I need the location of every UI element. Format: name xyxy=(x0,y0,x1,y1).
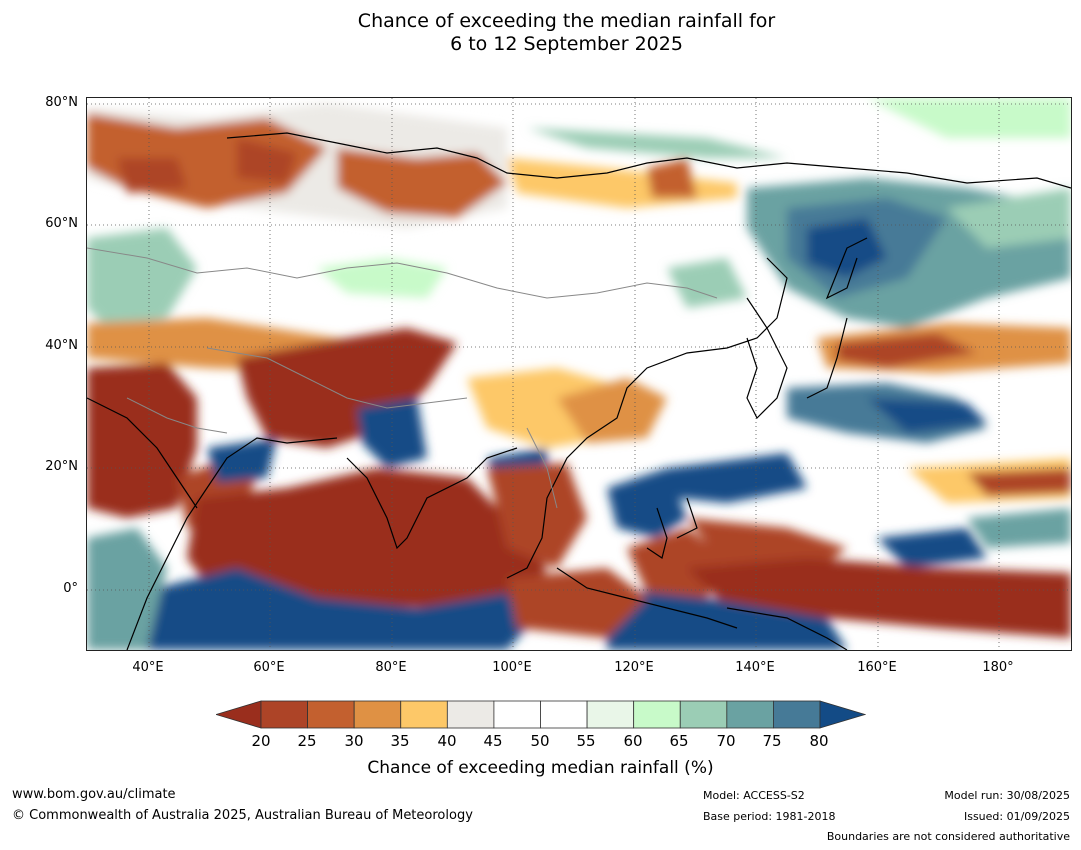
colorbar-tick-20: 20 xyxy=(251,732,271,750)
boundaries-disclaimer: Boundaries are not considered authoritat… xyxy=(826,830,1070,843)
title-line-2: 6 to 12 September 2025 xyxy=(450,33,683,55)
colorbar-tick-35: 35 xyxy=(390,732,410,750)
colorbar-label-text: Chance of exceeding median rainfall (%) xyxy=(367,758,714,778)
rainfall-map-canvas xyxy=(87,98,1071,650)
colorbar-segment xyxy=(726,700,774,729)
colorbar-tick-55: 55 xyxy=(576,732,596,750)
lon-label-100e: 100°E xyxy=(492,660,532,675)
lon-label-60e: 60°E xyxy=(253,660,285,675)
colorbar-tick-50: 50 xyxy=(530,732,550,750)
colorbar-tick-40: 40 xyxy=(437,732,457,750)
colorbar-segment xyxy=(540,700,588,729)
colorbar-tick-25: 25 xyxy=(297,732,317,750)
colorbar-label: Chance of exceeding median rainfall (%) xyxy=(0,758,1081,778)
lat-label-40n: 40°N xyxy=(45,338,78,353)
lat-label-0: 0° xyxy=(63,581,78,596)
lat-label-60n: 60°N xyxy=(45,216,78,231)
lon-label-140e: 140°E xyxy=(735,660,775,675)
colorbar-segments xyxy=(260,700,821,729)
colorbar-segment xyxy=(633,700,681,729)
colorbar-segment xyxy=(260,700,308,729)
colorbar-tick-60: 60 xyxy=(623,732,643,750)
colorbar-segment xyxy=(307,700,355,729)
graticule xyxy=(87,98,1071,650)
lat-label-80n: 80°N xyxy=(45,95,78,110)
colorbar-tick-75: 75 xyxy=(762,732,782,750)
colorbar-segment xyxy=(586,700,635,729)
coastlines xyxy=(87,132,1071,650)
colorbar-segment xyxy=(773,700,821,729)
colorbar-tick-80: 80 xyxy=(809,732,829,750)
colorbar-segment xyxy=(493,700,541,729)
colorbar-segment xyxy=(446,700,495,729)
lon-label-160e: 160°E xyxy=(857,660,897,675)
colorbar-left-arrow xyxy=(216,700,262,729)
colorbar-segment xyxy=(353,700,402,729)
colorbar-segment xyxy=(679,700,728,729)
lon-label-40e: 40°E xyxy=(132,660,164,675)
country-borders xyxy=(87,247,718,509)
title-line-1: Chance of exceeding the median rainfall … xyxy=(357,10,776,32)
issued-date: Issued: 01/09/2025 xyxy=(963,810,1070,823)
map-title: Chance of exceeding the median rainfall … xyxy=(0,10,1081,56)
rainfall-map xyxy=(86,97,1072,651)
lon-label-80e: 80°E xyxy=(375,660,407,675)
colorbar-tick-45: 45 xyxy=(483,732,503,750)
colorbar-segment xyxy=(400,700,448,729)
colorbar-tick-65: 65 xyxy=(669,732,689,750)
model-name: Model: ACCESS-S2 xyxy=(703,789,805,802)
colorbar-tick-30: 30 xyxy=(344,732,364,750)
lon-label-120e: 120°E xyxy=(614,660,654,675)
website-link[interactable]: www.bom.gov.au/climate xyxy=(12,787,176,802)
colorbar xyxy=(216,700,866,729)
lon-label-180: 180° xyxy=(982,660,1014,675)
model-run-date: Model run: 30/08/2025 xyxy=(944,789,1070,802)
rainfall-probability-field xyxy=(87,98,1071,650)
colorbar-right-arrow xyxy=(819,700,866,729)
copyright-text: © Commonwealth of Australia 2025, Austra… xyxy=(12,808,473,823)
colorbar-tick-70: 70 xyxy=(716,732,736,750)
lat-label-20n: 20°N xyxy=(45,459,78,474)
base-period: Base period: 1981-2018 xyxy=(703,810,836,823)
